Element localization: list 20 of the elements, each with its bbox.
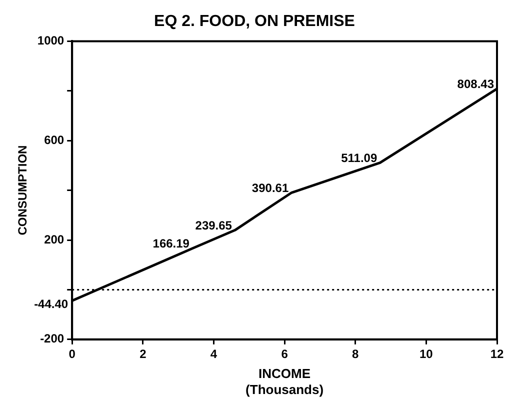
x-tick-label: 0 xyxy=(68,346,76,361)
x-tick-label: 8 xyxy=(352,346,360,361)
x-axis-title: INCOME (Thousands) xyxy=(246,366,324,397)
x-tick-label: 2 xyxy=(140,346,147,361)
data-label: 808.43 xyxy=(457,77,494,92)
data-label: 390.61 xyxy=(252,180,289,195)
x-tick-label: 6 xyxy=(281,346,288,361)
y-axis-title: CONSUMPTION xyxy=(16,145,30,236)
data-label: 511.09 xyxy=(341,151,378,166)
x-tick-label: 12 xyxy=(490,346,504,361)
x-tick-label: 10 xyxy=(420,346,434,361)
x-tick-label: 4 xyxy=(210,346,218,361)
data-label: -44.40 xyxy=(34,297,68,312)
y-tick-label: 1000 xyxy=(37,34,64,48)
y-tick-label: -200 xyxy=(40,332,64,346)
data-label: 239.65 xyxy=(195,218,232,232)
y-tick-label: 600 xyxy=(44,132,64,147)
y-tick-label: 200 xyxy=(44,232,64,246)
chart-title: EQ 2. FOOD, ON PREMISE xyxy=(154,13,356,30)
data-label: 166.19 xyxy=(152,236,190,251)
